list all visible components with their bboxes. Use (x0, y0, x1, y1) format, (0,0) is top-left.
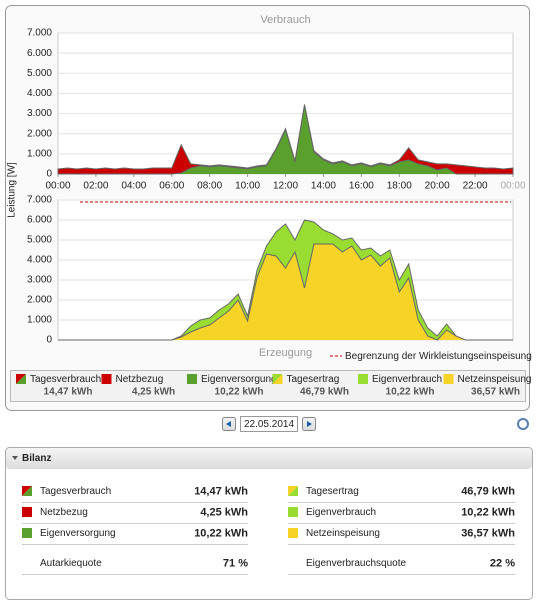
x-tick-label: 10:00 (235, 181, 260, 192)
bilanz-label: Eigenversorgung (40, 528, 116, 539)
chart-title: Verbrauch (260, 14, 310, 26)
area (58, 244, 513, 340)
y-tick-label: 2.000 (27, 295, 52, 306)
x-tick-label: 22:00 (463, 181, 488, 192)
y-axis-label: Leistung [W] (7, 162, 18, 218)
x-tick-label: 14:00 (311, 181, 336, 192)
legend-total: 4,25 kWh (132, 387, 175, 398)
legend-label: Netzeinspeisung (458, 374, 532, 385)
legend-label: Eigenversorgung (201, 374, 277, 385)
legend-total: 46,79 kWh (300, 387, 349, 398)
area (58, 105, 513, 174)
bilanz-swatch (288, 528, 298, 538)
legend-swatch (187, 374, 197, 384)
bilanz-label: Tagesertrag (306, 486, 359, 497)
date-nav: 22.05.2014 Verbrauch 0 1.000 2.000 3.000 4.00… (7, 14, 532, 432)
bilanz-value: 10,22 kWh (194, 527, 248, 539)
legend-label: Eigenverbrauch (372, 374, 442, 385)
bilanz-label: Tagesverbrauch (40, 486, 111, 497)
legend-label: Tagesverbrauch (30, 374, 101, 385)
legend-swatch (101, 374, 112, 384)
area (57, 104, 514, 175)
bilanz-value: 71 % (223, 557, 248, 569)
legend-swatch (16, 374, 26, 384)
bilanz-panel (5, 447, 533, 600)
x-tick-label: 04:00 (121, 181, 146, 192)
legend-box (10, 370, 526, 402)
date-field[interactable] (240, 416, 298, 432)
y-tick-label: 3.000 (27, 275, 52, 286)
x-tick-label: 20:00 (425, 181, 450, 192)
legend-total: 10,22 kWh (386, 387, 435, 398)
x-tick-label: 18:00 (387, 181, 412, 192)
y-tick-label: 6.000 (27, 48, 52, 59)
y-tick-label: 7.000 (27, 28, 52, 39)
legend-total: 14,47 kWh (44, 387, 93, 398)
limit-legend-label: Begrenzung der Wirkleistungseinspeisung (345, 351, 532, 362)
bilanz-label: Autarkiequote (40, 558, 102, 569)
bilanz-value: 46,79 kWh (461, 485, 515, 497)
y-tick-label: 3.000 (27, 108, 52, 119)
x-tick-label: 00:00 (500, 181, 525, 192)
y-tick-label: 4.000 (27, 255, 52, 266)
refresh-icon[interactable] (517, 418, 529, 430)
bilanz-value: 22 % (490, 557, 515, 569)
area (58, 219, 513, 341)
x-tick-label: 12:00 (273, 181, 298, 192)
bilanz-label: Netzeinspeisung (306, 528, 380, 539)
y-tick-label: 1.000 (27, 148, 52, 159)
bilanz-value: 4,25 kWh (200, 506, 248, 518)
bilanz-title: Bilanz (22, 453, 51, 464)
y-tick-label: 2.000 (27, 128, 52, 139)
y-tick-label: 5.000 (27, 235, 52, 246)
y-tick-label: 4.000 (27, 88, 52, 99)
y-tick-label: 0 (46, 335, 52, 346)
bilanz-value: 10,22 kWh (461, 506, 515, 518)
legend-swatch (272, 374, 283, 384)
collapse-icon[interactable] (12, 456, 18, 460)
y-tick-label: 0 (46, 169, 52, 180)
y-tick-label: 5.000 (27, 68, 52, 79)
legend-swatch (288, 486, 298, 496)
chart-title: Erzeugung (259, 347, 312, 359)
legend-swatch (358, 374, 368, 384)
y-tick-label: 6.000 (27, 215, 52, 226)
legend-swatch (443, 374, 454, 384)
bilanz-value: 36,57 kWh (461, 527, 515, 539)
bilanz-label: Eigenverbrauch (306, 507, 376, 518)
x-tick-label: 08:00 (197, 181, 222, 192)
bilanz-swatch (288, 507, 298, 517)
bilanz-label: Netzbezug (40, 507, 88, 518)
y-tick-label: 7.000 (27, 195, 52, 206)
x-tick-label: 16:00 (349, 181, 374, 192)
y-tick-label: 1.000 (27, 315, 52, 326)
x-tick-label: 06:00 (159, 181, 184, 192)
bilanz-swatch (22, 507, 32, 517)
prev-arrow (226, 421, 231, 427)
next-arrow (307, 421, 312, 427)
legend-label: Netzbezug (116, 374, 164, 385)
x-tick-label: 02:00 (83, 181, 108, 192)
bilanz-label: Eigenverbrauchsquote (306, 558, 407, 569)
legend-label: Tagesertrag (287, 374, 340, 385)
bilanz-header (6, 448, 532, 469)
date: 22.05.2014 (244, 419, 294, 430)
x-tick-label: 00:00 (45, 181, 70, 192)
bilanz-value: 14,47 kWh (194, 485, 248, 497)
legend-swatch (22, 486, 32, 496)
bilanz-swatch (22, 528, 32, 538)
legend-total: 10,22 kWh (215, 387, 264, 398)
legend-total: 36,57 kWh (471, 387, 520, 398)
